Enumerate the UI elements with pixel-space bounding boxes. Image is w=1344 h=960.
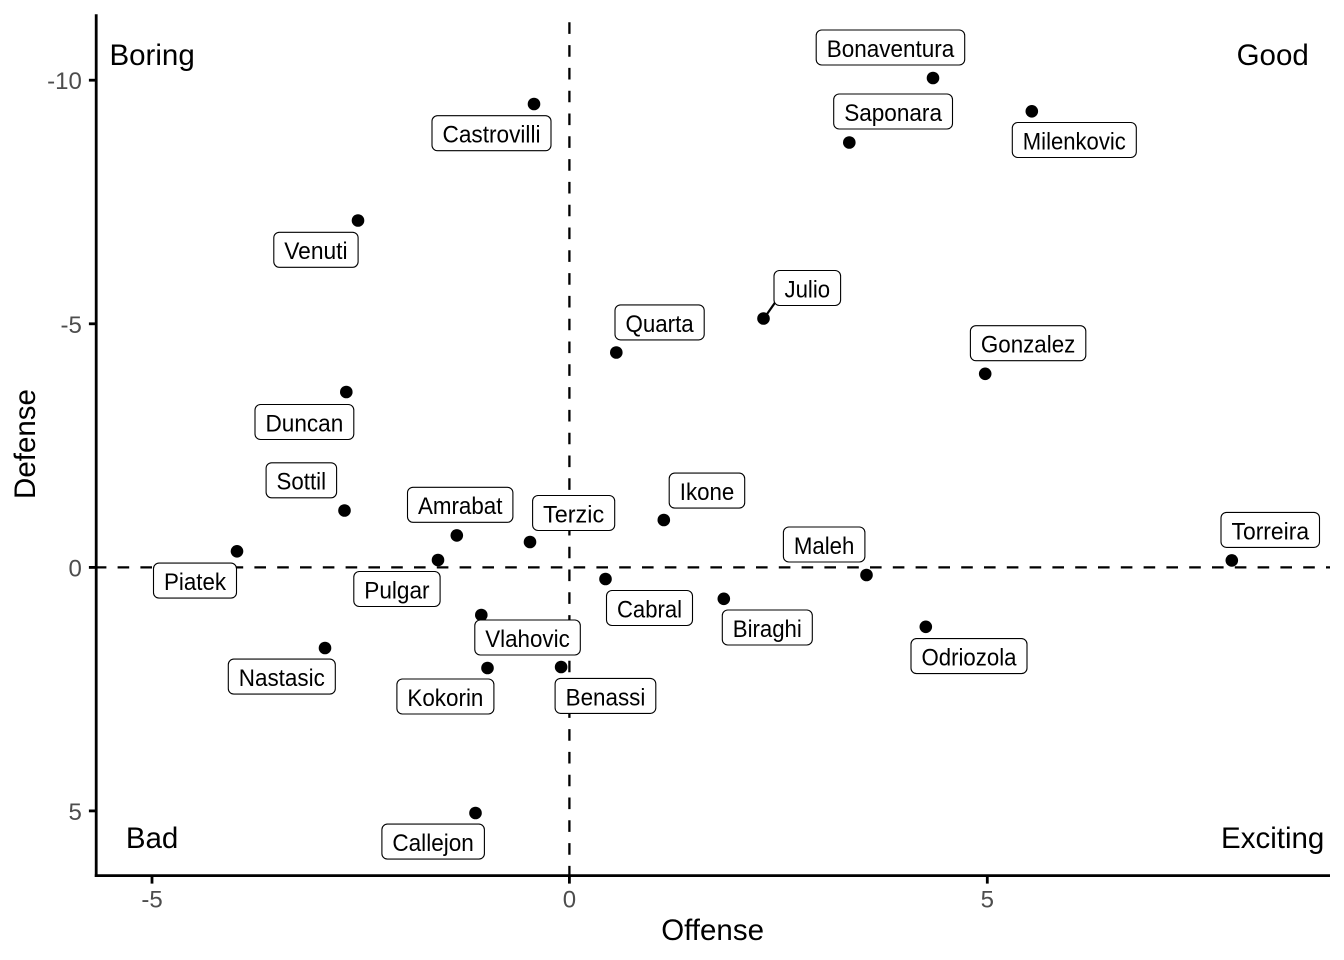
svg-text:Vlahovic: Vlahovic bbox=[485, 626, 570, 653]
svg-text:5: 5 bbox=[68, 799, 81, 826]
svg-text:Bonaventura: Bonaventura bbox=[827, 36, 955, 63]
svg-text:Saponara: Saponara bbox=[844, 100, 942, 127]
svg-text:0: 0 bbox=[68, 555, 81, 582]
svg-text:Amrabat: Amrabat bbox=[418, 493, 503, 520]
svg-text:Julio: Julio bbox=[785, 276, 831, 303]
svg-text:0: 0 bbox=[563, 886, 576, 913]
svg-text:Torreira: Torreira bbox=[1232, 518, 1310, 545]
svg-text:-5: -5 bbox=[141, 886, 162, 913]
svg-text:Ikone: Ikone bbox=[680, 479, 735, 506]
svg-text:-10: -10 bbox=[47, 68, 82, 95]
svg-text:5: 5 bbox=[981, 886, 994, 913]
svg-text:Benassi: Benassi bbox=[566, 684, 646, 711]
svg-text:Piatek: Piatek bbox=[164, 569, 227, 596]
svg-text:Cabral: Cabral bbox=[617, 596, 682, 623]
svg-text:Boring: Boring bbox=[109, 39, 194, 72]
svg-text:Terzic: Terzic bbox=[543, 501, 604, 528]
svg-text:Milenkovic: Milenkovic bbox=[1023, 128, 1126, 155]
svg-text:Maleh: Maleh bbox=[794, 533, 855, 560]
svg-text:Defense: Defense bbox=[9, 389, 42, 499]
svg-text:Odriozola: Odriozola bbox=[922, 645, 1018, 672]
svg-text:Quarta: Quarta bbox=[626, 311, 695, 338]
svg-text:Castrovilli: Castrovilli bbox=[443, 122, 541, 149]
svg-text:Bad: Bad bbox=[126, 822, 179, 855]
svg-text:Nastasic: Nastasic bbox=[239, 665, 325, 692]
svg-text:-5: -5 bbox=[60, 312, 81, 339]
svg-text:Kokorin: Kokorin bbox=[407, 685, 483, 712]
svg-text:Good: Good bbox=[1237, 39, 1309, 72]
svg-text:Sottil: Sottil bbox=[277, 469, 327, 496]
svg-text:Gonzalez: Gonzalez bbox=[981, 332, 1075, 359]
svg-text:Duncan: Duncan bbox=[266, 410, 344, 437]
svg-text:Venuti: Venuti bbox=[284, 238, 347, 265]
svg-text:Biraghi: Biraghi bbox=[733, 616, 802, 643]
svg-text:Exciting: Exciting bbox=[1221, 822, 1324, 855]
svg-text:Pulgar: Pulgar bbox=[364, 577, 429, 604]
svg-text:Callejon: Callejon bbox=[392, 830, 474, 857]
svg-text:Offense: Offense bbox=[661, 914, 764, 947]
